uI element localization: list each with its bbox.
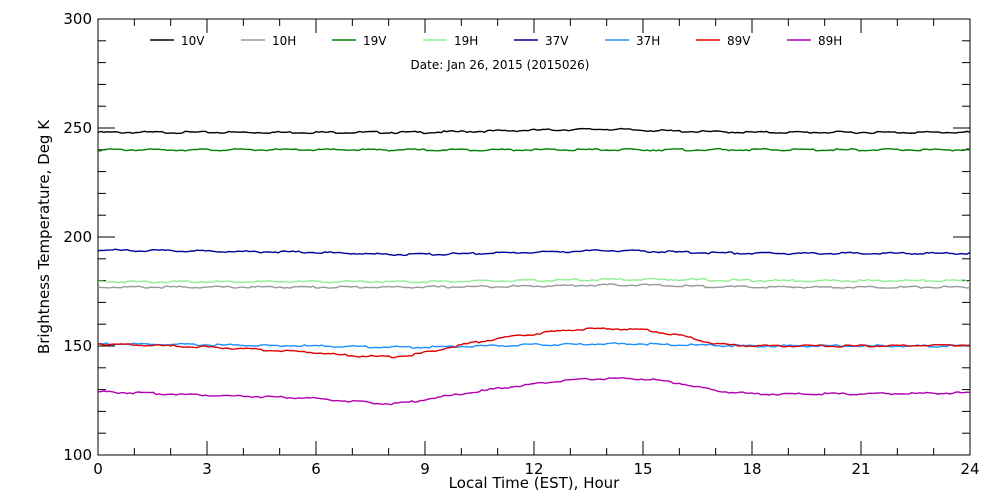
series-line-37v: [97, 248, 971, 257]
axis-tick-labels: 0 3 6 9 12 15 18 21 24 100 150 200 250 300: [63, 10, 979, 478]
x-tick-label: 9: [420, 460, 430, 478]
x-tick-label: 12: [524, 460, 543, 478]
plot-frame: [97, 18, 971, 456]
series-line-10h: [97, 283, 971, 289]
legend-label-19h: 19H: [454, 34, 478, 48]
x-tick-label: 6: [311, 460, 321, 478]
x-axis-title: Local Time (EST), Hour: [449, 474, 620, 492]
legend-label-37h: 37H: [636, 34, 660, 48]
legend: 10V 10H 19V 19H 37V 37H 89V 89H: [150, 34, 842, 48]
series-lines: [97, 127, 971, 406]
legend-label-37v: 37V: [545, 34, 569, 48]
date-annotation: Date: Jan 26, 2015 (2015026): [411, 58, 590, 72]
series-line-19v: [97, 147, 971, 152]
x-tick-label: 15: [633, 460, 652, 478]
y-tick-label: 100: [63, 446, 92, 464]
y-tick-label: 150: [63, 337, 92, 355]
legend-label-19v: 19V: [363, 34, 387, 48]
y-axis-title: Brightness Temperature, Deg K: [35, 119, 53, 354]
y-tick-label: 200: [63, 228, 92, 246]
y-tick-label: 250: [63, 119, 92, 137]
x-tick-label: 18: [742, 460, 761, 478]
series-line-10v: [97, 127, 971, 135]
y-tick-label: 300: [63, 10, 92, 28]
series-line-37h: [97, 342, 970, 349]
x-tick-label: 24: [960, 460, 979, 478]
x-tick-label: 3: [202, 460, 212, 478]
series-line-19h: [97, 277, 971, 284]
x-tick-label: 0: [93, 460, 103, 478]
series-line-89v: [97, 327, 971, 359]
legend-label-89h: 89H: [818, 34, 842, 48]
legend-label-10v: 10V: [181, 34, 205, 48]
axis-ticks: [97, 18, 971, 456]
x-tick-label: 21: [851, 460, 870, 478]
legend-label-89v: 89V: [727, 34, 751, 48]
legend-label-10h: 10H: [272, 34, 296, 48]
series-line-89h: [97, 376, 971, 406]
